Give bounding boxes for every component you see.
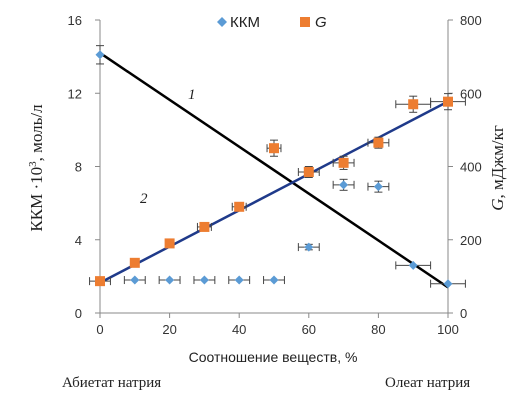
- error-bars: [89, 45, 466, 288]
- y-right-axis-title: G, мДжм/кг: [488, 125, 507, 211]
- y-left-axis-title: ККМ ·103, моль/л: [27, 104, 46, 232]
- g-point: [303, 166, 314, 177]
- y-right-tick-label: 400: [460, 160, 482, 175]
- kkm-point: [234, 275, 244, 285]
- legend-g-marker: [300, 17, 310, 27]
- kkm-point: [339, 180, 349, 190]
- g-point: [199, 221, 210, 232]
- x-tick-label: 40: [232, 322, 246, 337]
- y-left-tick-label: 16: [68, 13, 82, 28]
- bottom-right-label: Олеат натрия: [385, 375, 470, 391]
- kkm-point: [199, 275, 209, 285]
- y-right-tick-label: 200: [460, 233, 482, 248]
- legend: ККМ G: [217, 14, 327, 31]
- g-point: [338, 157, 349, 168]
- legend-kkm-label: ККМ: [230, 14, 260, 31]
- trendline-2-label: 2: [140, 191, 148, 207]
- kkm-point: [95, 50, 105, 60]
- g-point: [373, 137, 384, 148]
- x-tick-label: 60: [302, 322, 316, 337]
- g-point: [443, 96, 453, 107]
- g-point: [129, 257, 140, 268]
- x-tick-label: 20: [162, 322, 176, 337]
- kkm-point: [269, 275, 279, 285]
- g-point: [408, 99, 419, 110]
- kkm-point: [130, 275, 140, 285]
- trendline-1-label: 1: [188, 87, 196, 103]
- kkm-point: [373, 182, 383, 192]
- kkm-point: [408, 260, 418, 270]
- g-point: [234, 201, 245, 212]
- trendline-2: [99, 100, 449, 284]
- g-point: [269, 143, 279, 154]
- x-tick-label: 100: [437, 322, 459, 337]
- y-left-tick-label: 12: [68, 86, 82, 101]
- y-left-tick-label: 0: [75, 306, 82, 321]
- trendline-1: [99, 51, 449, 289]
- x-tick-label: 0: [96, 322, 103, 337]
- y-right-tick-label: 0: [460, 306, 467, 321]
- data-marks: [95, 50, 453, 289]
- x-tick-label: 80: [371, 322, 385, 337]
- y-right-tick-label: 600: [460, 86, 482, 101]
- y-left-tick-label: 4: [75, 233, 82, 248]
- legend-g-label: G: [315, 14, 327, 31]
- kkm-point: [304, 242, 314, 252]
- bottom-left-label: Абиетат натрия: [62, 375, 161, 391]
- kkm-point: [165, 275, 175, 285]
- y-left-tick-label: 8: [75, 160, 82, 175]
- g-point: [164, 238, 175, 249]
- g-point: [95, 276, 105, 287]
- legend-kkm-marker: [217, 17, 227, 27]
- trendlines: [99, 51, 449, 289]
- kkm-point: [443, 279, 453, 289]
- x-axis-title: Соотношение веществ, %: [189, 349, 358, 365]
- y-right-tick-label: 800: [460, 13, 482, 28]
